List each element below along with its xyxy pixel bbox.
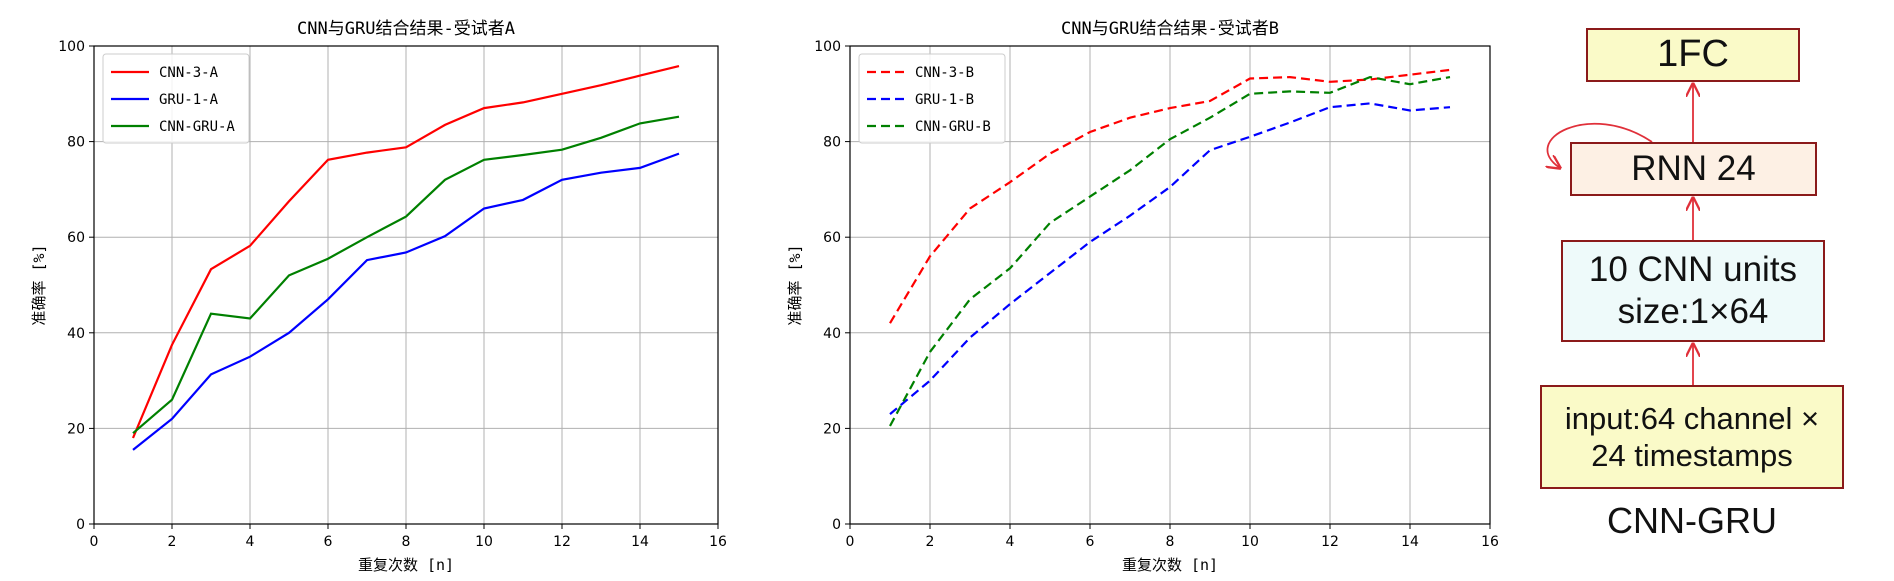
input-box: input:64 channel × 24 timestamps bbox=[1540, 385, 1844, 489]
chart-b-y-tick-label: 60 bbox=[823, 230, 841, 246]
chart-a-legend-label: CNN-GRU-A bbox=[159, 119, 235, 135]
chart-b-legend-label: CNN-3-B bbox=[915, 65, 974, 81]
chart-a-y-tick-label: 80 bbox=[67, 135, 85, 151]
chart-b-x-tick-label: 0 bbox=[846, 534, 855, 550]
chart-a-legend-label: CNN-3-A bbox=[159, 65, 219, 81]
chart-b-legend-label: GRU-1-B bbox=[915, 92, 974, 108]
chart-b-title: CNN与GRU结合结果-受试者B bbox=[1061, 19, 1279, 39]
chart-a-x-tick-label: 2 bbox=[168, 534, 177, 550]
chart-a-x-tick-label: 6 bbox=[324, 534, 333, 550]
chart-b-y-axis-label: 准确率 [%] bbox=[786, 244, 804, 325]
chart-b-x-axis-label: 重复次数 [n] bbox=[1122, 556, 1218, 574]
chart-a-y-tick-label: 40 bbox=[67, 326, 85, 342]
chart-a-x-tick-label: 12 bbox=[553, 534, 571, 550]
chart-a-title: CNN与GRU结合结果-受试者A bbox=[297, 19, 515, 39]
chart-b-x-tick-label: 12 bbox=[1321, 534, 1339, 550]
fc-layer-box: 1FC bbox=[1586, 28, 1800, 82]
chart-b-y-tick-label: 100 bbox=[814, 39, 841, 55]
chart-subject-b: 0 2 4 6 8 10 12 14 16 0 20 40 60 80 100 CNN与GRU结合结果-受试者… bbox=[786, 19, 1499, 574]
chart-b-y-tick-label: 40 bbox=[823, 326, 841, 342]
chart-a-x-tick-label: 0 bbox=[90, 534, 99, 550]
chart-a-series-gru-1-a bbox=[132, 152, 680, 451]
chart-a-y-tick-label: 0 bbox=[76, 517, 85, 533]
chart-a-legend-label: GRU-1-A bbox=[159, 92, 219, 108]
chart-b-legend bbox=[858, 53, 1006, 144]
chart-a-series-cnn-3-a bbox=[131, 65, 680, 439]
input-label-line2: 24 timestamps bbox=[1591, 438, 1793, 473]
chart-b-legend-label: CNN-GRU-B bbox=[915, 119, 991, 135]
input-label-line1: input:64 channel × bbox=[1564, 400, 1820, 436]
chart-b-series-gru-1-b bbox=[889, 102, 1451, 415]
chart-a-x-tick-label: 4 bbox=[246, 534, 255, 550]
chart-b-series-cnn-3-b bbox=[889, 68, 1451, 324]
rnn-layer-box: RNN 24 bbox=[1570, 142, 1817, 196]
chart-b-y-tick-label: 20 bbox=[823, 421, 841, 437]
chart-a-y-tick-label: 100 bbox=[58, 39, 85, 55]
chart-b-x-tick-label: 2 bbox=[926, 534, 935, 550]
chart-a-x-tick-label: 16 bbox=[709, 534, 727, 550]
chart-b-y-tick-label: 80 bbox=[823, 135, 841, 151]
cnn-units-box: 10 CNN units size:1×64 bbox=[1561, 240, 1825, 342]
cnn-gru-architecture-diagram: 1FC RNN 24 10 CNN units size:1×64 input:… bbox=[1530, 22, 1894, 581]
diagram-caption: CNN-GRU bbox=[1607, 500, 1777, 541]
chart-a-series-cnn-gru-a bbox=[132, 115, 680, 435]
chart-b-x-tick-label: 8 bbox=[1166, 534, 1175, 550]
rnn-layer-label: RNN 24 bbox=[1631, 149, 1756, 188]
chart-a-x-tick-label: 14 bbox=[631, 534, 649, 550]
chart-a-x-tick-label: 8 bbox=[402, 534, 411, 550]
chart-a-y-tick-label: 20 bbox=[67, 421, 85, 437]
fc-layer-label: 1FC bbox=[1657, 33, 1729, 76]
chart-b-x-tick-label: 4 bbox=[1006, 534, 1015, 550]
charts-canvas: 0 2 4 6 8 10 12 14 16020406080100CNN与GRU结合结果-受试者… bbox=[30, 19, 1499, 574]
chart-a-legend bbox=[102, 53, 250, 144]
chart-a-y-tick-label: 60 bbox=[67, 230, 85, 246]
chart-b-x-tick-label: 10 bbox=[1241, 534, 1259, 550]
cnn-units-label-line2: size:1×64 bbox=[1617, 292, 1769, 331]
recurrent-loop-arrow bbox=[1547, 122, 1653, 168]
chart-subject-a: 0 2 4 6 8 10 12 14 16 0 20 40 60 80 100 CNN与GRU结合结果-受试者… bbox=[30, 19, 727, 574]
cnn-units-label-line1: 10 CNN units bbox=[1588, 250, 1798, 289]
chart-a-x-tick-label: 10 bbox=[475, 534, 493, 550]
chart-b-x-tick-label: 14 bbox=[1401, 534, 1419, 550]
chart-a-y-axis-label: 准确率 [%] bbox=[30, 244, 48, 325]
chart-b-series-cnn-gru-b bbox=[889, 75, 1451, 427]
diagram-arrows bbox=[1530, 22, 1894, 385]
chart-b-x-tick-label: 16 bbox=[1481, 534, 1499, 550]
chart-b-y-tick-label: 0 bbox=[832, 517, 841, 533]
chart-b-x-tick-label: 6 bbox=[1086, 534, 1095, 550]
chart-a-x-axis-label: 重复次数 [n] bbox=[358, 556, 454, 574]
